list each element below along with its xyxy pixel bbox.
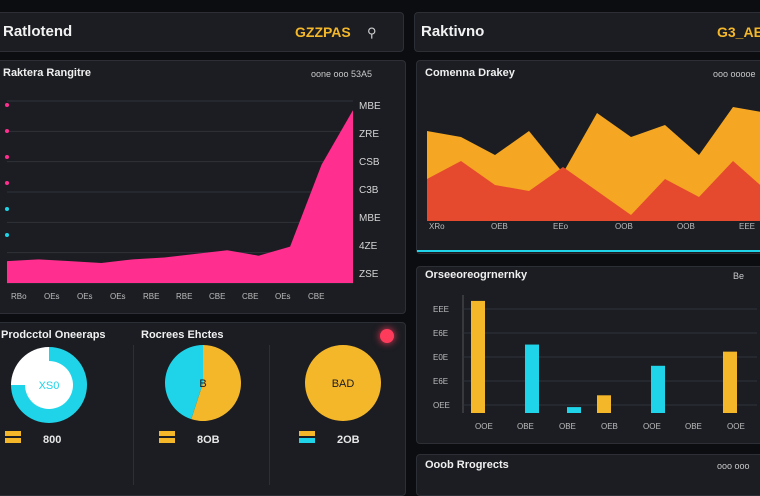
bar-y-label: E0E xyxy=(433,353,448,362)
sales-marker xyxy=(5,181,9,185)
sales-marker xyxy=(5,233,9,237)
sales-axis-label: MBE xyxy=(359,213,381,224)
sales-title: Raktera Rangitre xyxy=(3,67,92,79)
sales-axis-label: CSB xyxy=(359,157,380,168)
area-red-series xyxy=(427,161,760,221)
donut-center-label: B xyxy=(199,378,206,390)
donuts-panel: Prodcctol Oneeraps Rocrees Ehctes XS0 800… xyxy=(0,322,406,496)
bar-chart: EEE E6E E0E E6E OEE OOE OBE OBE OEB OOE OBE OOE xyxy=(433,295,757,431)
sales-x-tick: RBE xyxy=(143,292,159,301)
area-x-tick: OOB xyxy=(677,222,695,231)
pie-slice xyxy=(191,345,242,421)
bar-y-label: E6E xyxy=(433,329,448,338)
bar-x-tick: OEB xyxy=(601,422,618,431)
bar-s2 xyxy=(525,344,539,413)
alert-icon[interactable] xyxy=(380,329,394,343)
donut-center-label: XS0 xyxy=(39,380,60,392)
legend-swatch xyxy=(299,431,315,436)
sales-marker xyxy=(5,103,9,107)
donut-value: 800 xyxy=(43,434,61,446)
bottom-title: Ooob Rrogrects xyxy=(425,459,509,471)
app-title: Ratlotend xyxy=(3,23,73,40)
section-value: G3_AE xyxy=(717,24,760,40)
donut-hole xyxy=(25,361,73,409)
sales-x-tick: RBE xyxy=(176,292,192,301)
bar-y-label: E6E xyxy=(433,377,448,386)
area-title: Comenna Drakey xyxy=(425,67,515,79)
sales-x-tick: OEs xyxy=(110,292,126,301)
top-bar-right: Raktivno G3_AE xyxy=(414,12,760,52)
legend-swatch xyxy=(299,438,315,443)
area-x-tick: EEE xyxy=(739,222,755,231)
sales-x-tick: OEs xyxy=(275,292,291,301)
sales-chart: MBE ZRE CSB C3B MBE 4ZE ZSE RBo OEs OEs OEs RBE RBE… xyxy=(5,100,381,301)
sales-x-tick: CBE xyxy=(209,292,225,301)
section-title: Raktivno xyxy=(421,23,485,40)
donuts-title-center: Rocrees Ehctes xyxy=(141,329,224,341)
bar-x-tick: OOE xyxy=(475,422,493,431)
pin-icon[interactable]: ⚲ xyxy=(367,25,377,40)
sales-marker xyxy=(5,129,9,133)
sales-axis-label: C3B xyxy=(359,185,379,196)
sales-x-tick: CBE xyxy=(308,292,324,301)
bar-s1 xyxy=(471,300,485,413)
pie-slice xyxy=(165,345,203,420)
bar-x-tick: OOE xyxy=(643,422,661,431)
bar-x-tick: OBE xyxy=(559,422,576,431)
bar-s2 xyxy=(567,407,581,413)
donut-value: 8OB xyxy=(197,434,220,446)
bar-meta: Be xyxy=(733,271,745,281)
sales-axis-label: 4ZE xyxy=(359,241,378,252)
sales-area xyxy=(7,110,353,283)
bar-y-label: EEE xyxy=(433,305,449,314)
area-panel: Comenna Drakey ooo ooooe XRo OEB EEo OOB OOB… xyxy=(416,60,760,254)
sales-x-tick: OEs xyxy=(77,292,93,301)
total-value: GZZPAS xyxy=(295,24,351,40)
area-x-tick: XRo xyxy=(429,222,445,231)
area-x-tick: EEo xyxy=(553,222,569,231)
bar-y-label: OEE xyxy=(433,401,450,410)
bar-s1 xyxy=(723,351,737,413)
sales-marker xyxy=(5,207,9,211)
bar-s1 xyxy=(597,395,611,413)
donuts-title-left: Prodcctol Oneeraps xyxy=(1,329,106,341)
sales-x-tick: CBE xyxy=(242,292,258,301)
bar-panel: Orseeoreogrnernky Be EEE E6E E0E E6E OEE OOE… xyxy=(416,266,760,444)
bar-s2 xyxy=(651,365,665,413)
legend-swatch xyxy=(5,438,21,443)
bar-x-tick: OBE xyxy=(517,422,534,431)
bottom-meta: ooo ooo xyxy=(717,461,750,471)
legend-swatch xyxy=(159,431,175,436)
donut-value: 2OB xyxy=(337,434,360,446)
donuts-chart: XS0 800 B 8OB BAD 2OB xyxy=(5,345,381,446)
sales-meta: oone ooo 53A5 xyxy=(311,69,373,79)
bar-title: Orseeoreogrnernky xyxy=(425,269,528,281)
sales-x-tick: OEs xyxy=(44,292,60,301)
sales-panel: Raktera Rangitre oone ooo 53A5 MBE ZRE CSB… xyxy=(0,60,406,314)
area-x-tick: OOB xyxy=(615,222,633,231)
sales-marker xyxy=(5,155,9,159)
pie-slice xyxy=(305,345,381,421)
donut-center-label: BAD xyxy=(332,378,355,390)
sales-axis-label: MBE xyxy=(359,101,381,112)
bar-x-tick: OBE xyxy=(685,422,702,431)
bar-x-tick: OOE xyxy=(727,422,745,431)
bottom-panel: Ooob Rrogrects ooo ooo xyxy=(416,454,760,496)
area-chart: XRo OEB EEo OOB OOB EEE xyxy=(417,107,760,252)
sales-axis-label: ZSE xyxy=(359,269,379,280)
sales-axis-label: ZRE xyxy=(359,129,379,140)
legend-swatch xyxy=(159,438,175,443)
area-x-tick: OEB xyxy=(491,222,508,231)
top-bar-left: Ratlotend GZZPAS ⚲ xyxy=(0,12,404,52)
area-meta: ooo ooooe xyxy=(713,69,756,79)
sales-x-tick: RBo xyxy=(11,292,27,301)
legend-swatch xyxy=(5,431,21,436)
